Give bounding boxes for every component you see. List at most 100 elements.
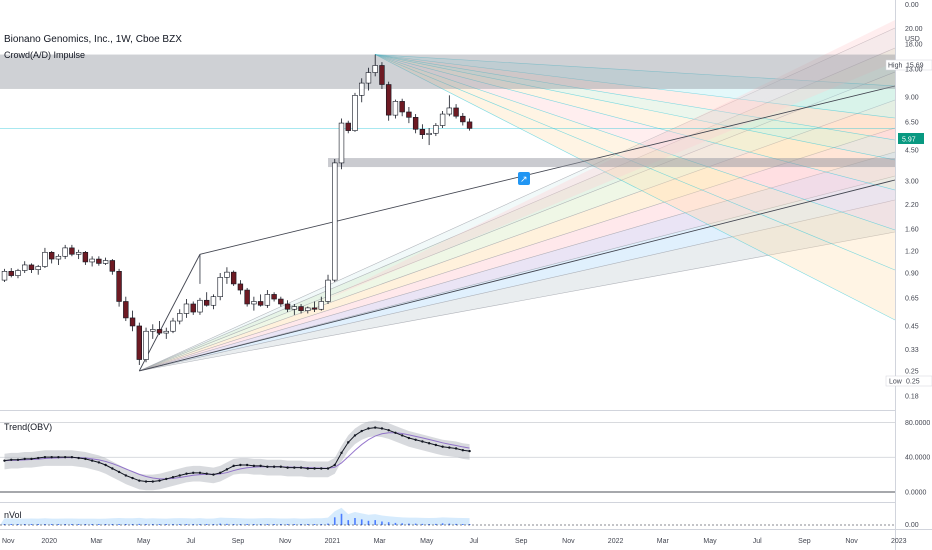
support-zone xyxy=(328,158,895,168)
indicator-label[interactable]: Crowd(A/D) Impulse xyxy=(4,50,85,60)
nvol-bar xyxy=(468,524,471,525)
trend-obv-label[interactable]: Trend(OBV) xyxy=(4,422,52,432)
rectangle-drawings[interactable] xyxy=(0,54,895,168)
high-price-badge: High 15.69 xyxy=(885,59,932,71)
obv-point xyxy=(414,438,417,441)
obv-point xyxy=(293,466,296,469)
nvol-bar xyxy=(37,524,39,525)
drawing-handle-icon[interactable]: ↗ xyxy=(518,172,530,185)
obv-point xyxy=(387,428,390,432)
low-value: 0.25 xyxy=(906,379,920,386)
obv-point xyxy=(353,434,357,437)
nvol-bar xyxy=(158,524,161,525)
candle-body xyxy=(224,271,230,278)
candle-body xyxy=(365,72,372,84)
price-tick-label: 0.45 xyxy=(905,323,919,330)
time-tick-label: Jul xyxy=(470,538,479,545)
obv-point xyxy=(165,477,168,481)
obv-point xyxy=(3,459,6,462)
nvol-bar xyxy=(300,524,302,525)
fan-line xyxy=(139,199,896,372)
nvol-bar xyxy=(354,518,356,525)
nvol-panel[interactable] xyxy=(0,506,895,526)
candle-body xyxy=(109,260,116,272)
obv-point xyxy=(16,458,20,461)
obv-point xyxy=(212,473,215,476)
candle-body xyxy=(433,125,439,134)
obv-point xyxy=(360,429,363,433)
time-tick-label: Nov xyxy=(2,538,15,545)
obv-point xyxy=(185,472,188,475)
price-tick-label: 0.33 xyxy=(905,347,919,354)
obv-point xyxy=(63,455,67,459)
candle-body xyxy=(190,303,196,313)
fan-line xyxy=(375,54,896,191)
price-tick-label: 0.18 xyxy=(905,393,919,400)
candle-body xyxy=(460,115,466,123)
candle-body xyxy=(305,307,311,311)
nvol-bar xyxy=(387,522,390,525)
candle-body xyxy=(406,111,412,118)
nvol-bar xyxy=(226,523,228,525)
nvol-bar xyxy=(462,524,464,525)
svg-text:↗: ↗ xyxy=(520,174,528,184)
candle-body xyxy=(217,277,223,297)
obv-point xyxy=(131,476,134,480)
nvol-bar xyxy=(84,524,87,525)
candle-body xyxy=(372,65,378,73)
candle-body xyxy=(210,296,217,306)
time-tick-label: Nov xyxy=(279,538,292,545)
candle-body xyxy=(156,329,163,334)
time-axis[interactable]: Nov 2020 Mar May Jul Sep Nov 2021 Mar May Jul Sep No… xyxy=(2,538,907,545)
price-tick-label: 1.20 xyxy=(905,249,919,256)
obv-point xyxy=(138,479,141,482)
obv-point xyxy=(272,465,276,468)
nvol-tick-label: 0.00 xyxy=(905,522,919,529)
fan-line xyxy=(139,47,896,372)
nvol-bar xyxy=(435,523,437,525)
candle-body xyxy=(22,264,28,271)
nvol-bar xyxy=(172,524,174,525)
obv-point xyxy=(400,434,404,437)
candle-body xyxy=(446,107,453,115)
nvol-bar xyxy=(367,520,370,525)
fan-line xyxy=(375,54,896,141)
nvol-bar xyxy=(327,523,329,525)
time-tick-label: Nov xyxy=(845,538,858,545)
nvol-label[interactable]: nVol xyxy=(4,510,22,520)
obv-tick-label: 0.0000 xyxy=(905,490,927,497)
candle-body xyxy=(379,65,385,85)
obv-point xyxy=(158,479,161,482)
price-tick-label: 13.00 xyxy=(905,66,923,73)
nvol-bar xyxy=(64,524,66,525)
candle-body xyxy=(75,251,82,255)
obv-point xyxy=(10,458,13,461)
trend-obv-panel[interactable] xyxy=(0,420,895,493)
obv-point xyxy=(468,449,471,453)
candle-body xyxy=(352,95,358,131)
obv-point xyxy=(192,471,195,475)
last-price-badge: 5.97 xyxy=(898,133,924,144)
nvol-bar xyxy=(57,524,60,525)
fan-line xyxy=(139,71,896,372)
candlestick-series[interactable] xyxy=(1,54,473,366)
price-axis[interactable]: 0.18 0.25 0.33 0.45 0.65 0.90 1.20 1.60 2.20 3.00… xyxy=(905,42,923,401)
obv-point xyxy=(198,471,202,475)
nvol-bar xyxy=(111,524,114,525)
nvol-bar xyxy=(441,523,444,525)
nvol-bar xyxy=(239,524,242,525)
fan-line xyxy=(139,231,896,372)
price-tick-label: 1.60 xyxy=(905,227,919,234)
obv-point xyxy=(97,461,101,464)
nvol-bar xyxy=(333,517,336,525)
fan-sector xyxy=(321,40,895,302)
candle-body xyxy=(96,258,102,264)
obv-point xyxy=(205,472,208,475)
fan-channel-line xyxy=(139,179,896,372)
candle-body xyxy=(177,313,183,322)
nvol-band xyxy=(0,507,470,525)
candle-body xyxy=(170,320,176,332)
nvol-bar xyxy=(381,521,383,525)
nvol-bar xyxy=(138,523,141,525)
